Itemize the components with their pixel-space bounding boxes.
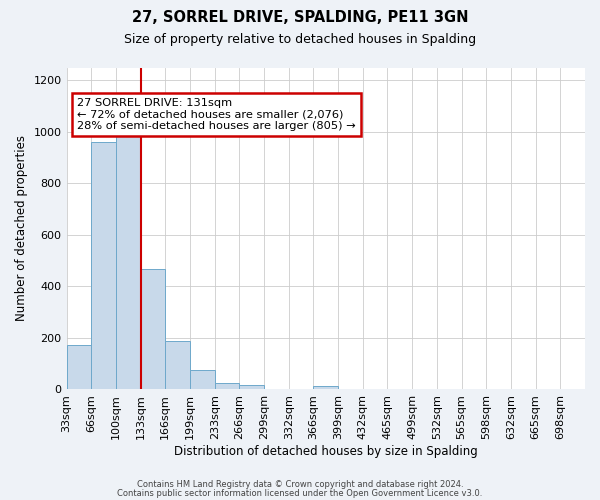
X-axis label: Distribution of detached houses by size in Spalding: Distribution of detached houses by size …: [174, 444, 478, 458]
Bar: [190, 370, 215, 389]
Bar: [116, 132, 140, 389]
Bar: [91, 142, 116, 389]
Text: 27 SORREL DRIVE: 131sqm
← 72% of detached houses are smaller (2,076)
28% of semi: 27 SORREL DRIVE: 131sqm ← 72% of detache…: [77, 98, 356, 131]
Text: Size of property relative to detached houses in Spalding: Size of property relative to detached ho…: [124, 32, 476, 46]
Text: 27, SORREL DRIVE, SPALDING, PE11 3GN: 27, SORREL DRIVE, SPALDING, PE11 3GN: [132, 10, 468, 25]
Text: Contains HM Land Registry data © Crown copyright and database right 2024.: Contains HM Land Registry data © Crown c…: [137, 480, 463, 489]
Bar: [67, 345, 91, 389]
Text: Contains public sector information licensed under the Open Government Licence v3: Contains public sector information licen…: [118, 488, 482, 498]
Bar: [313, 386, 338, 389]
Bar: [215, 382, 239, 389]
Bar: [239, 385, 264, 389]
Y-axis label: Number of detached properties: Number of detached properties: [15, 135, 28, 321]
Bar: [140, 270, 165, 389]
Bar: [165, 342, 190, 389]
